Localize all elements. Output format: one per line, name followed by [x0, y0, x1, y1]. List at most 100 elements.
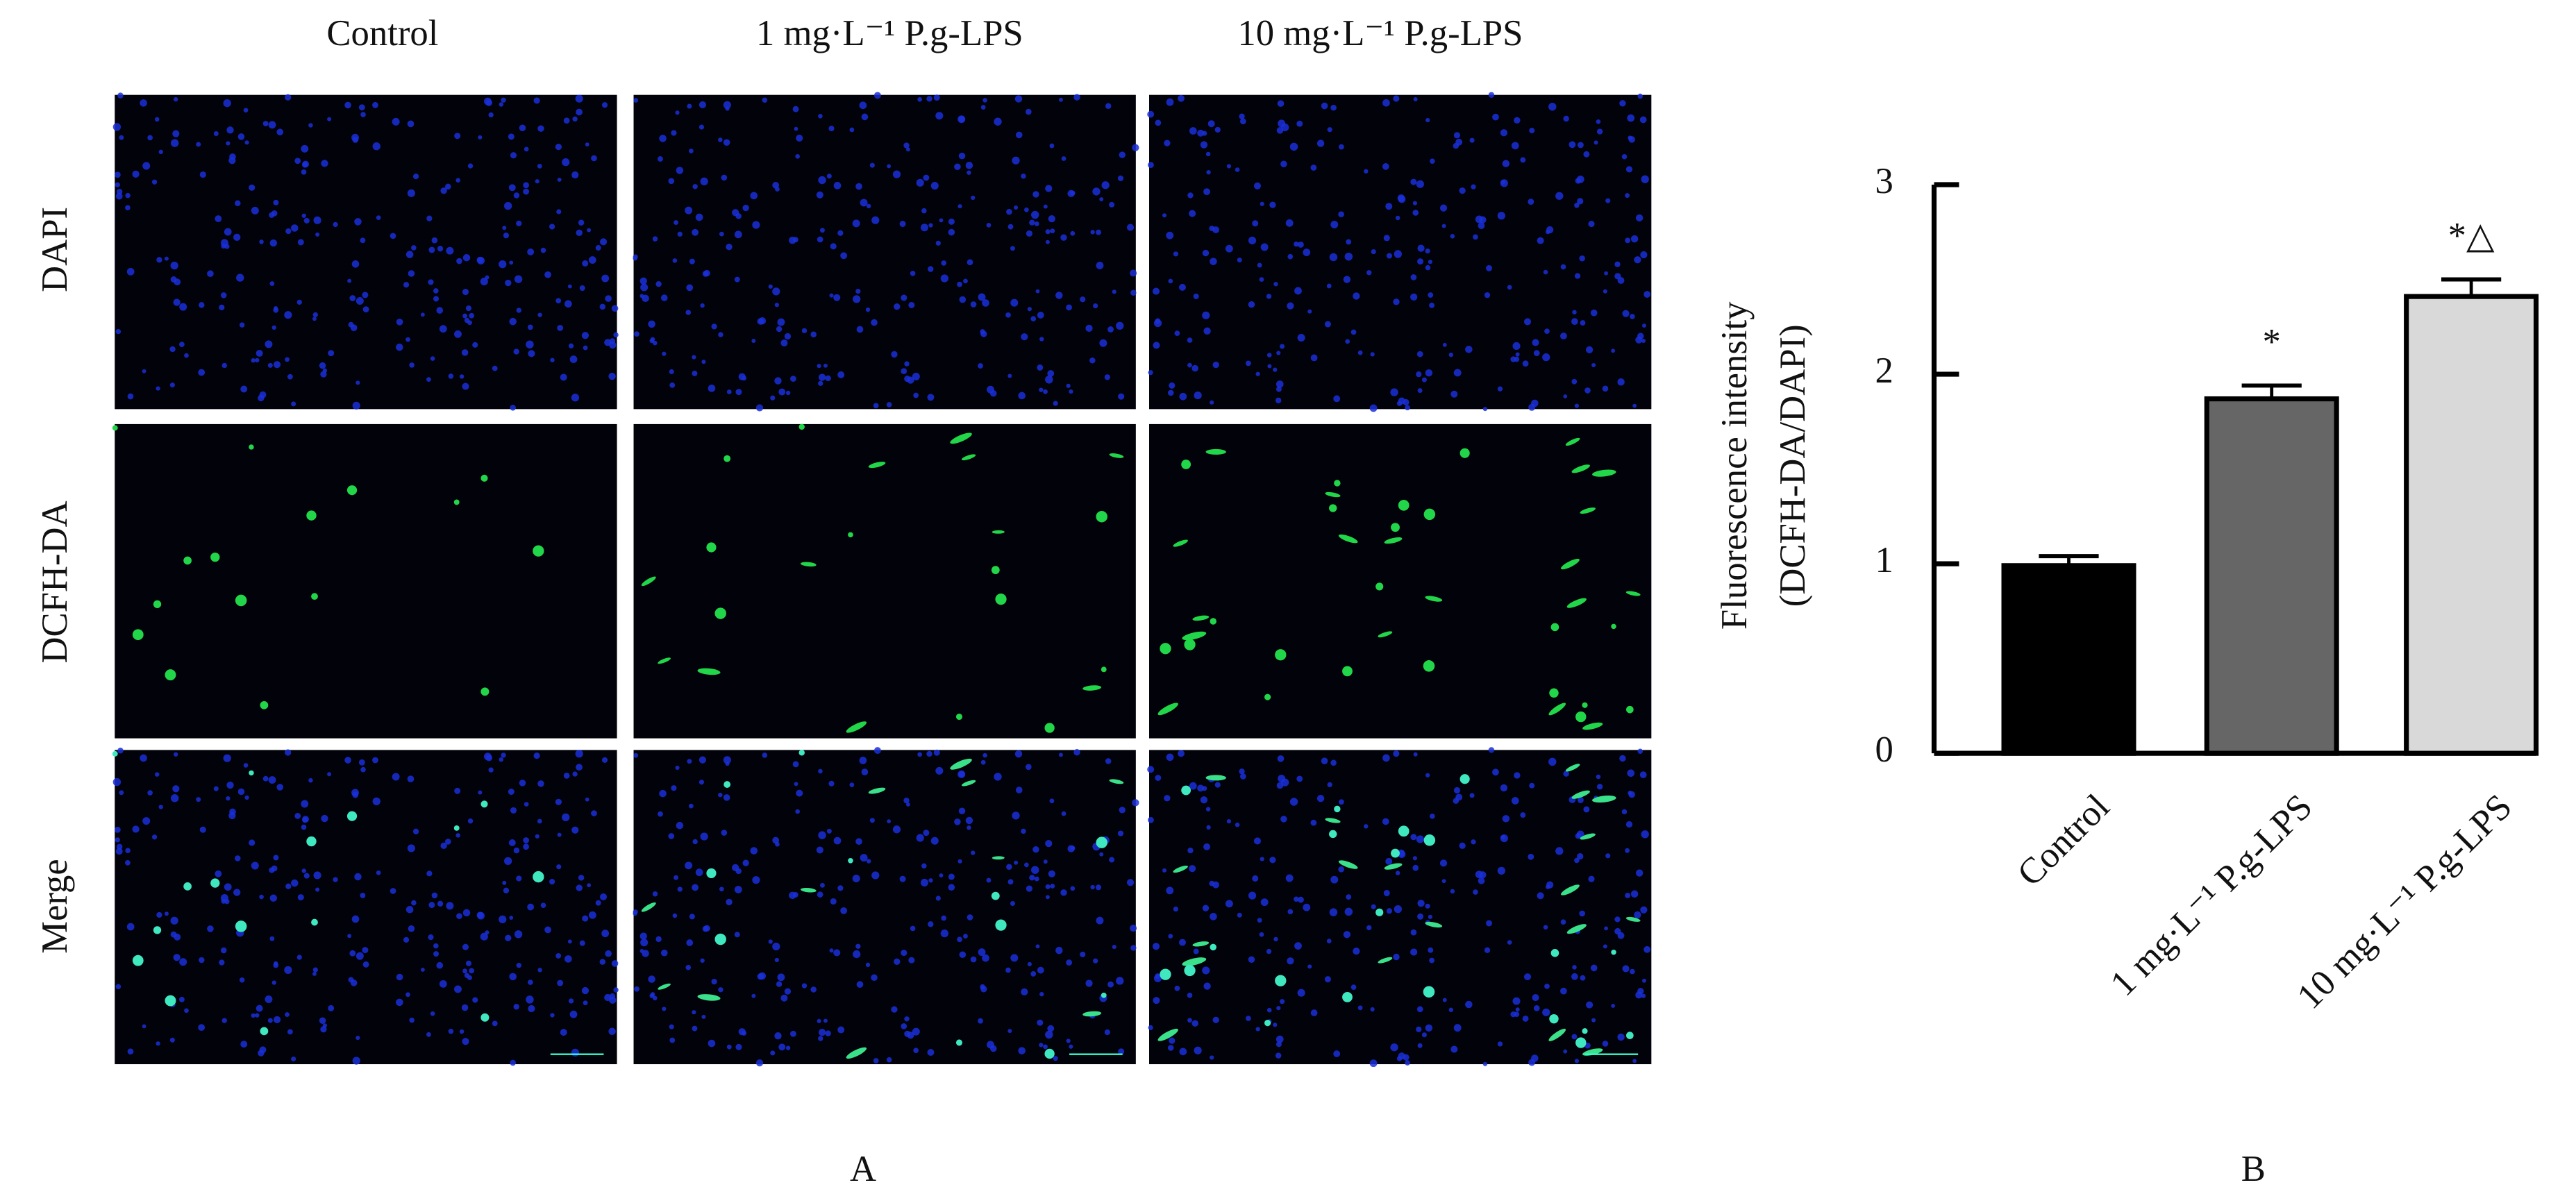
nucleus [1397, 194, 1405, 202]
nucleus [1073, 749, 1080, 756]
nucleus [1269, 201, 1276, 208]
nucleus [669, 1037, 676, 1043]
nucleus [770, 395, 776, 401]
ros-signal [1334, 805, 1341, 813]
nucleus [926, 96, 932, 102]
nucleus [1239, 768, 1245, 775]
nucleus [1416, 351, 1423, 358]
nucleus [695, 213, 703, 221]
significance-mark: * [2263, 322, 2281, 362]
nucleus [581, 332, 589, 339]
nucleus [1109, 201, 1115, 208]
nucleus [994, 773, 1002, 781]
nucleus [833, 836, 842, 845]
nucleus [978, 363, 983, 369]
nucleus [1574, 273, 1581, 279]
nucleus [1621, 809, 1628, 815]
nucleus [1246, 360, 1251, 367]
nucleus [1212, 361, 1219, 369]
nucleus [1500, 784, 1508, 792]
nucleus [1439, 204, 1448, 212]
nucleus [585, 142, 589, 146]
nucleus [537, 818, 542, 824]
nucleus [1246, 1016, 1251, 1021]
nucleus [351, 260, 360, 268]
ros-signal [1325, 818, 1341, 823]
nucleus [687, 759, 692, 764]
ros-signal [1549, 688, 1559, 698]
nucleus [509, 317, 517, 326]
nucleus [527, 324, 533, 330]
nucleus [967, 259, 973, 266]
nucleus [116, 188, 123, 195]
ros-signal [210, 552, 220, 562]
nucleus [816, 191, 823, 199]
nucleus [788, 891, 796, 900]
nucleus [871, 319, 878, 326]
nucleus [669, 1024, 674, 1029]
nucleus [523, 843, 530, 850]
nucleus [772, 181, 780, 189]
nucleus [462, 289, 469, 296]
ros-signal [480, 800, 488, 808]
nucleus [818, 114, 823, 119]
nucleus [556, 864, 562, 870]
nucleus [1416, 1006, 1423, 1013]
nucleus [1515, 1007, 1520, 1012]
nucleus [1634, 911, 1641, 919]
nucleus [1048, 215, 1055, 223]
nucleus [224, 899, 230, 905]
nucleus [959, 951, 967, 959]
nucleus [1153, 342, 1160, 349]
nucleus [112, 777, 122, 787]
nucleus [267, 362, 273, 368]
nucleus [1045, 1030, 1053, 1039]
nucleus [1073, 94, 1080, 101]
nucleus [1155, 973, 1161, 979]
nucleus [1273, 936, 1278, 942]
nucleus [726, 389, 732, 394]
nucleus [1101, 181, 1110, 190]
ros-signal [992, 530, 1005, 534]
ros-signal [1582, 722, 1603, 730]
nucleus [462, 968, 468, 974]
nucleus [560, 1029, 567, 1036]
nucleus [115, 192, 123, 200]
nucleus [454, 330, 462, 338]
nucleus [156, 386, 160, 391]
nucleus [1514, 117, 1521, 124]
nucleus [174, 933, 181, 941]
nucleus [1583, 151, 1590, 158]
nucleus [849, 782, 855, 787]
nucleus [1528, 403, 1536, 411]
nucleus [869, 818, 875, 823]
nucleus [1343, 931, 1351, 939]
nucleus [504, 857, 512, 865]
nucleus [1202, 786, 1207, 791]
nucleus [659, 135, 667, 142]
nucleus [1273, 367, 1278, 372]
nucleus [1281, 778, 1289, 787]
nucleus [1310, 1009, 1318, 1016]
nucleus [700, 832, 708, 841]
nucleus [508, 184, 516, 192]
nucleus [269, 239, 277, 247]
nucleus [499, 757, 504, 762]
ros-signal [132, 955, 144, 966]
nucleus [142, 1024, 147, 1029]
nucleus [1225, 244, 1233, 253]
nucleus [1450, 234, 1455, 239]
nucleus [1061, 156, 1067, 161]
nucleus [1528, 199, 1534, 205]
nucleus [1338, 211, 1344, 218]
nucleus [860, 199, 868, 207]
nucleus [1425, 773, 1430, 777]
nucleus [428, 246, 435, 253]
nucleus [420, 968, 425, 972]
nucleus [198, 1024, 206, 1032]
nucleus [928, 266, 934, 272]
y-tick-label: 1 [1875, 540, 1893, 580]
nucleus [734, 932, 740, 938]
nucleus [723, 794, 730, 801]
nucleus [313, 216, 321, 224]
